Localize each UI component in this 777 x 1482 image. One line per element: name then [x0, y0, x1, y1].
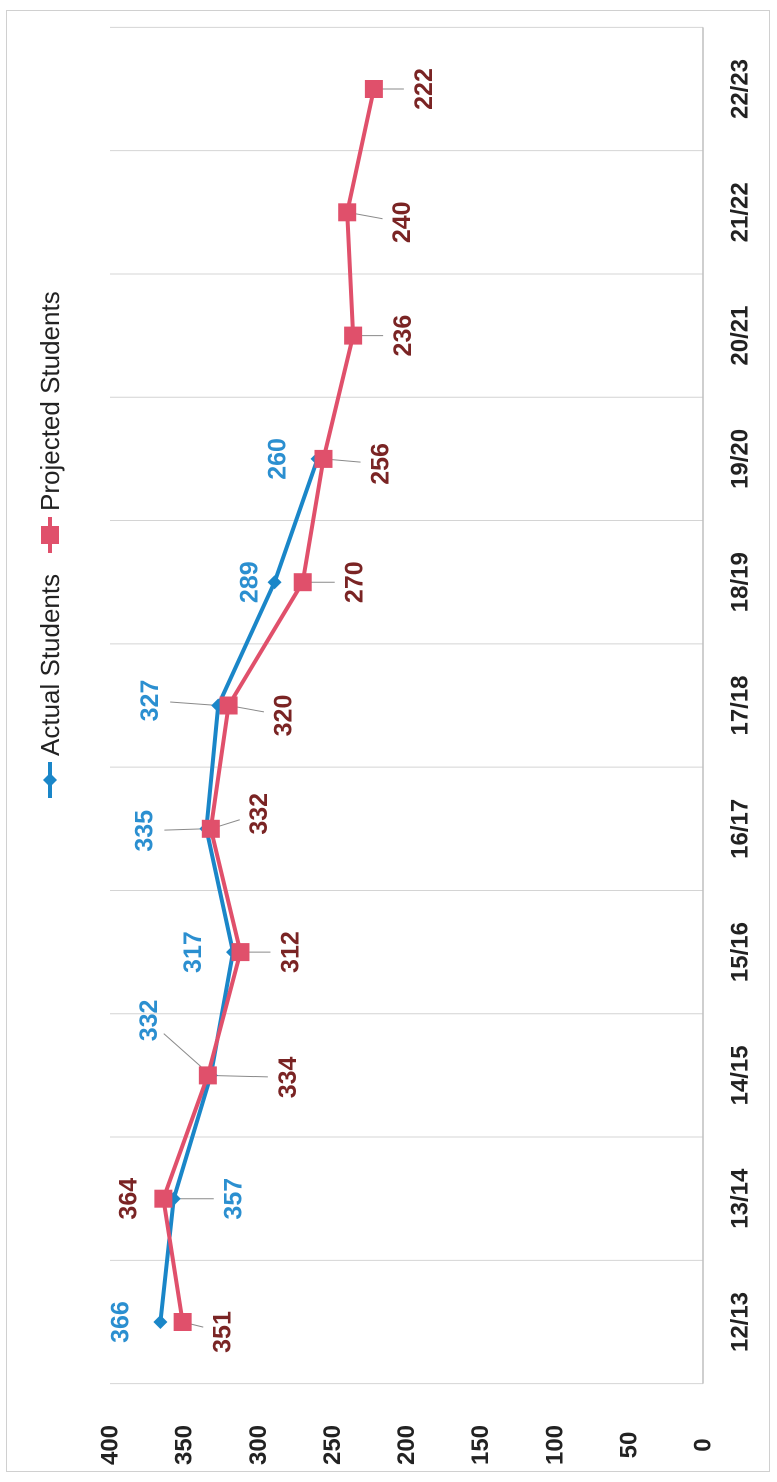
data-label-actual-students-14-15: 332 — [135, 1000, 163, 1042]
marker-projected-students-14-15 — [198, 1066, 217, 1085]
data-label-projected-students-22-23: 222 — [410, 68, 438, 110]
data-label-projected-students-13-14: 364 — [114, 1178, 142, 1220]
data-label-actual-students-16-17: 335 — [130, 810, 158, 852]
series-line-actual-students — [158, 458, 320, 1323]
marker-actual-students-18-19 — [267, 575, 282, 590]
marker-projected-students-17-18 — [219, 696, 238, 715]
x-tick-label-17-18: 17/18 — [727, 675, 754, 735]
x-tick-label-13-14: 13/14 — [727, 1168, 754, 1229]
legend-label-actual-students: Actual Students — [35, 574, 65, 756]
x-tick-label-22-23: 22/23 — [727, 59, 754, 119]
marker-projected-students-19-20 — [314, 449, 333, 468]
marker-projected-students-22-23 — [364, 80, 383, 98]
leader-line-actual-students-17-18 — [170, 701, 219, 706]
marker-projected-students-15-16 — [231, 943, 250, 962]
legend-marker-actual-students — [43, 773, 57, 787]
y-tick-label-50: 50 — [615, 1432, 642, 1459]
data-label-actual-students-18-19: 289 — [236, 561, 264, 603]
data-label-projected-students-17-18: 320 — [270, 695, 298, 737]
data-label-actual-students-15-16: 317 — [179, 931, 207, 973]
marker-projected-students-13-14 — [154, 1189, 173, 1208]
y-tick-label-200: 200 — [393, 1425, 420, 1465]
data-label-projected-students-21-22: 240 — [388, 201, 416, 243]
data-labels: 366 357 332 317 335 327 289 260 351 364 334 312 332 3… — [106, 68, 437, 1353]
marker-projected-students-12-13 — [173, 1313, 192, 1331]
x-tick-label-20-21: 20/21 — [727, 306, 754, 366]
data-label-actual-students-13-14: 357 — [220, 1178, 248, 1220]
x-tick-label-21-22: 21/22 — [727, 182, 754, 242]
data-label-projected-students-14-15: 334 — [274, 1056, 302, 1098]
chart-frame — [6, 10, 770, 1472]
legend: Actual Students Projected Students — [35, 291, 65, 798]
x-tick-label-12-13: 12/13 — [727, 1292, 754, 1352]
y-tick-label-0: 0 — [690, 1438, 717, 1451]
x-axis-tick-labels: 12/13 13/14 14/15 15/16 16/17 17/18 18/19 19/20… — [727, 59, 754, 1352]
data-label-actual-students-12-13: 366 — [106, 1301, 134, 1343]
x-tick-label-15-16: 15/16 — [727, 922, 754, 982]
leader-line-projected-students-14-15 — [207, 1074, 268, 1078]
marker-projected-students-16-17 — [201, 819, 220, 838]
y-tick-label-150: 150 — [467, 1425, 494, 1465]
series-markers — [153, 80, 383, 1331]
data-label-actual-students-17-18: 327 — [136, 680, 164, 722]
data-label-projected-students-12-13: 351 — [209, 1311, 237, 1353]
data-label-projected-students-18-19: 270 — [341, 561, 369, 603]
y-axis-tick-labels: 0 50 100 150 200 250 300 350 400 — [97, 1425, 717, 1465]
marker-projected-students-21-22 — [338, 203, 357, 222]
leader-line-actual-students-16-17 — [164, 828, 207, 831]
x-tick-label-14-15: 14/15 — [727, 1045, 754, 1105]
data-label-projected-students-20-21: 236 — [389, 315, 417, 357]
y-tick-label-300: 300 — [245, 1425, 272, 1465]
data-label-projected-students-19-20: 256 — [366, 443, 394, 485]
marker-actual-students-12-13 — [153, 1315, 168, 1329]
y-tick-label-350: 350 — [171, 1425, 198, 1465]
data-label-projected-students-15-16: 312 — [276, 931, 304, 973]
y-tick-label-400: 400 — [97, 1425, 124, 1465]
marker-projected-students-20-21 — [344, 326, 363, 345]
legend-marker-projected-students — [41, 526, 59, 544]
x-tick-label-16-17: 16/17 — [727, 799, 754, 859]
x-tick-label-19-20: 19/20 — [727, 429, 754, 489]
y-tick-label-100: 100 — [541, 1425, 568, 1465]
y-tick-label-250: 250 — [319, 1425, 346, 1465]
data-label-projected-students-16-17: 332 — [245, 793, 273, 835]
marker-projected-students-18-19 — [293, 573, 312, 592]
gridlines — [110, 26, 704, 1385]
x-tick-label-18-19: 18/19 — [727, 552, 754, 612]
data-label-actual-students-19-20: 260 — [264, 438, 292, 480]
legend-label-projected-students: Projected Students — [35, 291, 65, 511]
